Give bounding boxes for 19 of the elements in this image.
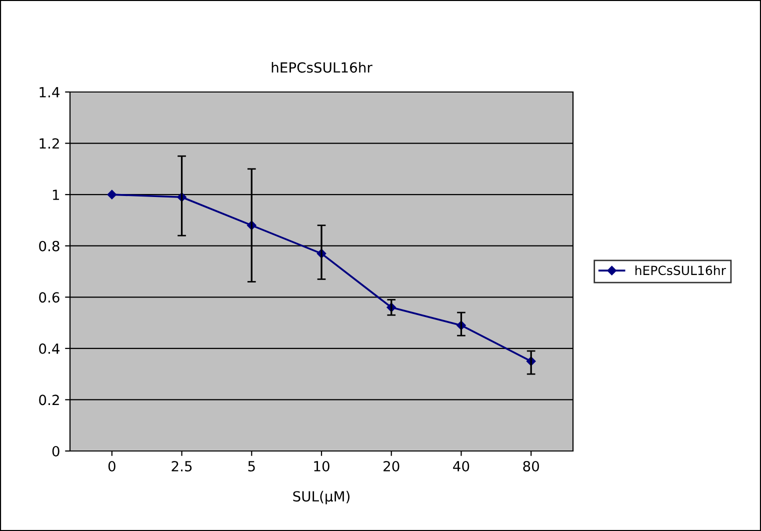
- legend-label: hEPCsSUL16hr: [635, 265, 726, 276]
- y-tick-label: 0: [52, 446, 60, 456]
- x-tick-label: 10: [314, 460, 330, 472]
- y-tick-label: 1.2: [40, 138, 59, 149]
- x-tick-label: 2.5: [172, 460, 192, 472]
- y-tick-label: 0.4: [39, 343, 60, 354]
- x-axis-title: SUL(μM): [293, 490, 350, 504]
- y-tick-label: 0.2: [39, 394, 59, 406]
- y-tick-label: 1: [52, 190, 59, 200]
- x-tick-label: 20: [384, 460, 400, 472]
- y-tick-label: 0.8: [39, 240, 60, 252]
- x-tick-label: 5: [248, 461, 255, 472]
- x-tick-label: 0: [108, 460, 116, 472]
- x-tick-label: 80: [523, 460, 539, 472]
- y-tick-label: 0.6: [39, 292, 60, 303]
- point: [107, 190, 117, 200]
- chart-title: hEPCsSUL16hr: [272, 62, 372, 73]
- y-tick-label: 1.4: [40, 87, 60, 98]
- x-tick-label: 40: [453, 460, 470, 472]
